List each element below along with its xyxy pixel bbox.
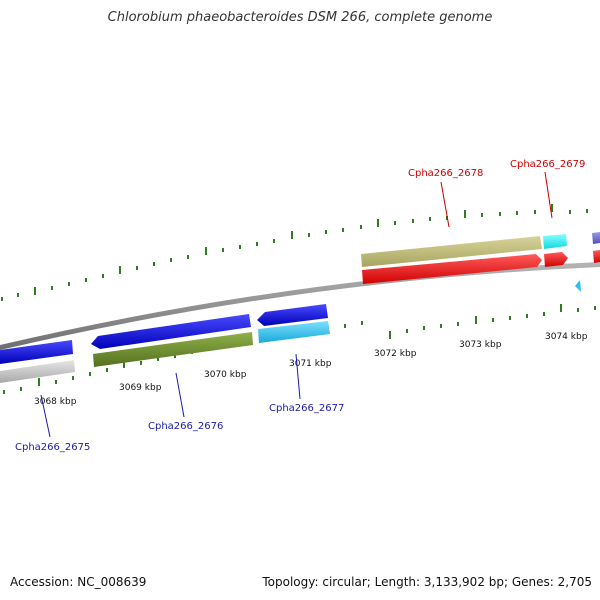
- gene-label: Cpha266_2677: [269, 403, 344, 414]
- cds-gray-left: [0, 360, 75, 383]
- tick-label: 3070 kbp: [204, 370, 247, 380]
- tick-label: 3071 kbp: [289, 359, 332, 369]
- tick-label: 3072 kbp: [374, 349, 417, 359]
- kbp-tick-labels: 3068 kbp 3069 kbp 3070 kbp 3071 kbp 3072…: [34, 332, 588, 407]
- cds-aqua: [543, 234, 567, 249]
- accession-text: Accession: NC_008639: [10, 575, 147, 589]
- cds-red-short: [544, 252, 568, 267]
- genome-summary-text: Topology: circular; Length: 3,133,902 bp…: [262, 575, 592, 589]
- map-title: Chlorobium phaeobacteroides DSM 266, com…: [107, 10, 493, 25]
- tick-label: 3074 kbp: [545, 332, 588, 342]
- leader-line: [175, 372, 185, 418]
- cds-blue-left: [0, 340, 73, 364]
- cds-olive-2676: [93, 332, 253, 367]
- gene-label: Cpha266_2679: [510, 159, 585, 170]
- tick-label: 3073 kbp: [459, 340, 502, 350]
- cds-blue-2677: [257, 304, 328, 326]
- gene-label: Cpha266_2676: [148, 421, 223, 432]
- cds-cyan-2677: [258, 321, 330, 343]
- leader-line: [295, 353, 301, 400]
- tick-label: 3069 kbp: [119, 383, 162, 393]
- leader-line: [544, 171, 553, 219]
- tick-label: 3068 kbp: [34, 397, 77, 407]
- cds-blue-2676: [91, 314, 251, 349]
- forward-strand-features: [361, 232, 600, 292]
- cds-red-edge: [593, 250, 600, 263]
- leader-line: [40, 394, 51, 438]
- leader-line: [440, 181, 450, 228]
- gene-label: Cpha266_2675: [15, 442, 90, 453]
- reverse-strand-features: [0, 304, 330, 383]
- cds-red-long: [362, 254, 542, 284]
- outer-tick-ring: [1, 204, 588, 301]
- gene-labels: Cpha266_2675 Cpha266_2676 Cpha266_2677 C…: [15, 159, 585, 453]
- cds-khaki: [361, 236, 542, 267]
- gene-leaders: [40, 171, 553, 438]
- marker-cyan-small: [575, 280, 581, 292]
- cds-purple-edge: [592, 232, 600, 244]
- gene-label: Cpha266_2678: [408, 168, 483, 179]
